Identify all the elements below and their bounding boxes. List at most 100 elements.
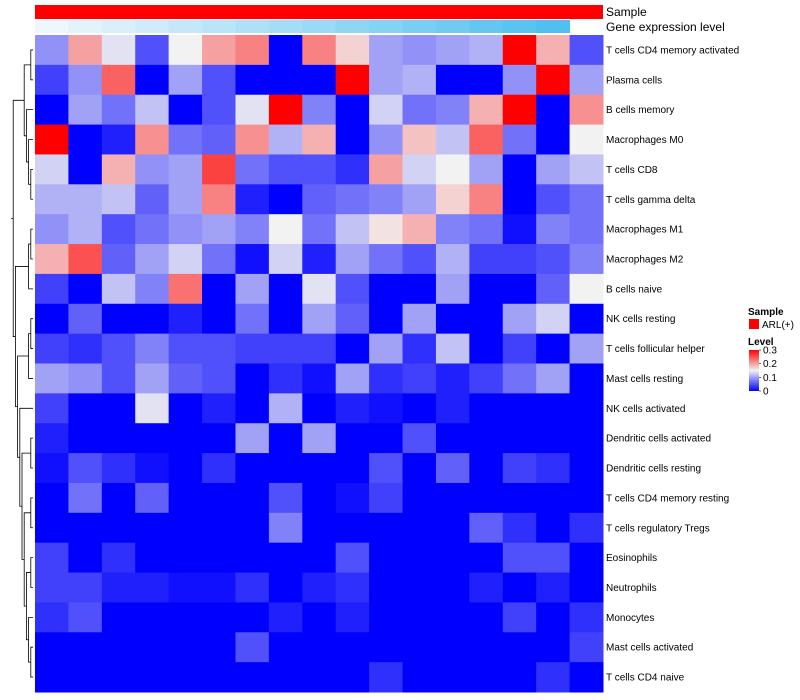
heatmap-cell — [135, 94, 170, 126]
heatmap-cell — [202, 303, 236, 335]
heatmap-cell — [35, 632, 69, 663]
heatmap-cell — [101, 94, 136, 126]
annotation-cell-expression — [469, 20, 504, 33]
heatmap-cell — [268, 184, 303, 215]
heatmap-cell — [569, 662, 604, 693]
heatmap-cell — [569, 244, 604, 275]
legend-sample-swatch — [749, 319, 759, 329]
heatmap-cell — [268, 512, 303, 544]
heatmap-cell — [168, 94, 203, 126]
heatmap-cell — [101, 64, 136, 96]
heatmap-cell — [536, 303, 571, 335]
heatmap-cell — [235, 363, 270, 394]
heatmap-cell — [402, 393, 437, 424]
row-label: NK cells activated — [606, 404, 685, 415]
dendrogram-branch — [12, 99, 25, 337]
heatmap-cell — [402, 512, 437, 544]
heatmap-cell — [68, 214, 103, 245]
heatmap-cell — [402, 94, 437, 126]
heatmap-cell — [469, 244, 504, 275]
row-label: Eosinophils — [606, 553, 657, 564]
heatmap-cell — [469, 482, 504, 514]
heatmap-cell — [369, 512, 404, 544]
heatmap-cell — [502, 512, 537, 544]
heatmap-cell — [469, 273, 504, 305]
heatmap-cell — [536, 35, 571, 66]
dendrogram-branch — [30, 437, 33, 469]
heatmap-cell — [335, 64, 370, 96]
legend-level-colorbar — [749, 350, 759, 391]
heatmap-cell — [536, 273, 571, 305]
heatmap-cell — [168, 154, 203, 185]
heatmap-cell — [536, 453, 571, 484]
heatmap-cell — [135, 393, 170, 424]
heatmap-cell — [268, 482, 303, 514]
heatmap-cell — [202, 453, 236, 484]
heatmap-cell — [469, 154, 504, 185]
heatmap-cell — [68, 453, 103, 484]
row-label: Neutrophils — [606, 583, 657, 594]
heatmap-cell — [135, 214, 170, 245]
heatmap-cell — [202, 542, 236, 574]
heatmap-cell — [369, 363, 404, 394]
legend-sample-title: Sample — [748, 307, 784, 318]
dendrogram-branch — [21, 452, 31, 560]
annotation-cell-expression — [101, 20, 136, 33]
heatmap-cell — [101, 482, 136, 514]
heatmap-cell — [68, 632, 103, 663]
heatmap-cell — [168, 393, 203, 424]
heatmap-cell — [202, 423, 236, 454]
row-label: B cells memory — [606, 105, 674, 116]
heatmap-cell — [268, 333, 303, 364]
heatmap-cell — [101, 632, 136, 663]
heatmap-cell — [469, 453, 504, 484]
heatmap-cell — [135, 303, 170, 335]
heatmap-cell — [101, 124, 136, 155]
heatmap-cell — [369, 154, 404, 185]
heatmap-cell — [302, 303, 337, 335]
heatmap-cell — [168, 184, 203, 215]
heatmap-cell — [268, 572, 303, 603]
heatmap-cell — [101, 662, 136, 693]
heatmap-cell — [268, 303, 303, 335]
heatmap-cell — [35, 273, 69, 305]
row-labels: T cells CD4 memory activated Plasma cells… — [606, 45, 739, 683]
heatmap-cell — [335, 632, 370, 663]
heatmap-cell — [502, 602, 537, 633]
heatmap-cell — [335, 35, 370, 66]
legend-sample-entry: ARL(+) — [762, 320, 794, 331]
heatmap-cell — [569, 333, 604, 364]
heatmap-cell — [435, 662, 470, 693]
heatmap-cell — [335, 184, 370, 215]
heatmap-cell — [369, 602, 404, 633]
heatmap-cell — [536, 393, 571, 424]
heatmap-cell — [202, 572, 236, 603]
heatmap-cell — [335, 423, 370, 454]
heatmap-cell — [402, 64, 437, 96]
heatmap-cell — [536, 542, 571, 574]
heatmap-cell — [469, 64, 504, 96]
heatmap-cell — [101, 35, 136, 66]
heatmap-cell — [469, 333, 504, 364]
heatmap-cell — [235, 303, 270, 335]
heatmap-cell — [235, 273, 270, 305]
heatmap-cell — [35, 94, 69, 126]
heatmap-cell — [335, 124, 370, 155]
heatmap-cell — [402, 542, 437, 574]
heatmap-cell — [569, 154, 604, 185]
column-annotations — [35, 5, 603, 33]
heatmap-cell — [536, 184, 571, 215]
heatmap-cell — [569, 632, 604, 663]
heatmap-cell — [335, 542, 370, 574]
heatmap-cell — [302, 542, 337, 574]
heatmap-cell — [536, 64, 571, 96]
heatmap-cell — [135, 244, 170, 275]
heatmap-cell — [569, 273, 604, 305]
heatmap-cell — [35, 333, 69, 364]
annotation-cell-expression — [68, 20, 103, 33]
row-label: Plasma cells — [606, 75, 662, 86]
row-label: Mast cells resting — [606, 374, 683, 385]
heatmap-cell — [35, 602, 69, 633]
heatmap-cell — [68, 64, 103, 96]
heatmap-cell — [302, 512, 337, 544]
